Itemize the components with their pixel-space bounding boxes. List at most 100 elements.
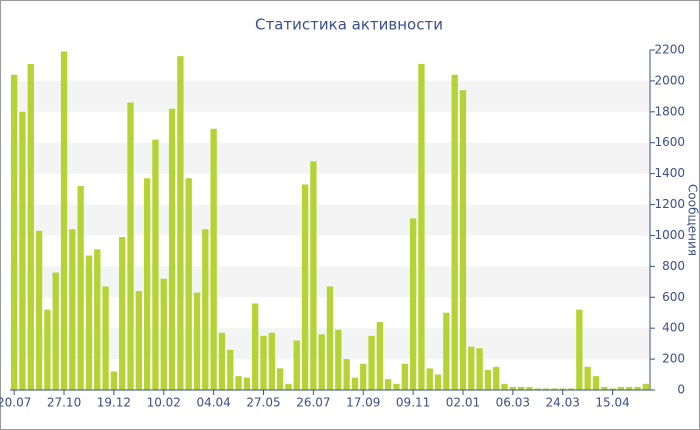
bar xyxy=(243,377,251,390)
bar xyxy=(360,363,367,390)
bar xyxy=(318,334,325,390)
bar xyxy=(459,90,467,390)
bar xyxy=(376,322,384,390)
bar xyxy=(160,278,167,390)
bar xyxy=(609,388,616,390)
bar xyxy=(27,63,34,391)
x-tick-label: 17.09 xyxy=(346,396,380,410)
bar xyxy=(94,249,101,390)
bar xyxy=(235,376,242,390)
y-axis-title: Сообщения xyxy=(686,184,700,256)
bar xyxy=(202,229,209,390)
bar xyxy=(493,366,500,390)
bar xyxy=(193,292,201,390)
y-tick-label: 1200 xyxy=(654,197,685,211)
bar xyxy=(210,128,217,390)
bar xyxy=(10,74,18,391)
bar xyxy=(218,332,226,390)
bar xyxy=(326,286,334,390)
y-tick-label: 800 xyxy=(662,259,685,273)
bar xyxy=(310,161,317,390)
y-tick-label: 600 xyxy=(662,290,685,304)
bar xyxy=(185,178,192,390)
bar xyxy=(576,309,583,390)
grid-band xyxy=(10,142,650,174)
y-tick-label: 400 xyxy=(662,321,685,335)
bar xyxy=(468,346,475,390)
bar xyxy=(526,386,533,390)
x-tick-label: 26.07 xyxy=(296,396,330,410)
bar xyxy=(110,371,118,390)
bar xyxy=(501,383,508,390)
x-tick-label: 04.04 xyxy=(196,396,230,410)
x-tick-label: 19.12 xyxy=(97,396,131,410)
bar xyxy=(542,388,550,390)
bar xyxy=(35,230,43,390)
bar xyxy=(626,386,633,390)
x-tick-label: 15.04 xyxy=(595,396,629,410)
y-tick-label: 1600 xyxy=(654,135,685,149)
bar xyxy=(634,386,641,390)
bar xyxy=(418,63,425,391)
bar xyxy=(177,56,184,390)
bar xyxy=(335,329,342,390)
x-tick-label: 27.05 xyxy=(246,396,280,410)
grid-band xyxy=(10,204,650,236)
bar xyxy=(85,255,93,390)
bar xyxy=(260,335,267,390)
bar xyxy=(518,386,525,390)
bar xyxy=(409,218,417,390)
bar xyxy=(77,186,84,390)
bar xyxy=(276,368,284,390)
y-tick-label: 1800 xyxy=(654,104,685,118)
bar xyxy=(268,332,275,390)
bar xyxy=(443,312,450,390)
bar xyxy=(434,374,442,390)
bar xyxy=(426,368,433,390)
y-tick-label: 1000 xyxy=(654,228,685,242)
bar xyxy=(351,377,359,390)
bar xyxy=(385,379,392,390)
bar xyxy=(393,383,400,390)
bar xyxy=(227,349,234,390)
bar xyxy=(401,363,408,390)
bar xyxy=(143,178,151,390)
bar xyxy=(343,359,350,390)
bar xyxy=(293,340,300,390)
bar xyxy=(168,108,176,391)
x-tick-label: 10.02 xyxy=(147,396,181,410)
chart-title: Статистика активности xyxy=(255,16,443,34)
bar xyxy=(44,309,51,390)
bar xyxy=(119,237,126,390)
bar xyxy=(551,388,558,390)
x-tick-label: 06.03 xyxy=(496,396,530,410)
bar xyxy=(102,286,109,390)
y-tick-label: 1400 xyxy=(654,166,685,180)
y-tick-label: 0 xyxy=(677,383,685,397)
bar xyxy=(127,102,134,390)
bar xyxy=(301,184,309,390)
bar xyxy=(368,335,375,390)
bar xyxy=(484,369,492,390)
bar xyxy=(52,272,59,390)
bar xyxy=(642,383,650,390)
bar xyxy=(584,366,591,390)
x-tick-label: 24.03 xyxy=(546,396,580,410)
x-tick-label: 09.11 xyxy=(396,396,430,410)
bar xyxy=(60,51,68,390)
bar xyxy=(592,376,600,390)
bar xyxy=(285,383,292,390)
bar xyxy=(451,74,458,391)
bar xyxy=(152,139,159,390)
bar xyxy=(19,111,26,391)
y-tick-label: 200 xyxy=(662,352,685,366)
bar xyxy=(617,386,625,390)
x-tick-label: 02.01 xyxy=(446,396,480,410)
bar xyxy=(559,388,566,390)
bar xyxy=(135,291,142,390)
bar xyxy=(509,386,517,390)
bar xyxy=(476,348,483,390)
y-tick-label: 2200 xyxy=(654,43,685,57)
x-tick-label: 20.07 xyxy=(0,396,31,410)
